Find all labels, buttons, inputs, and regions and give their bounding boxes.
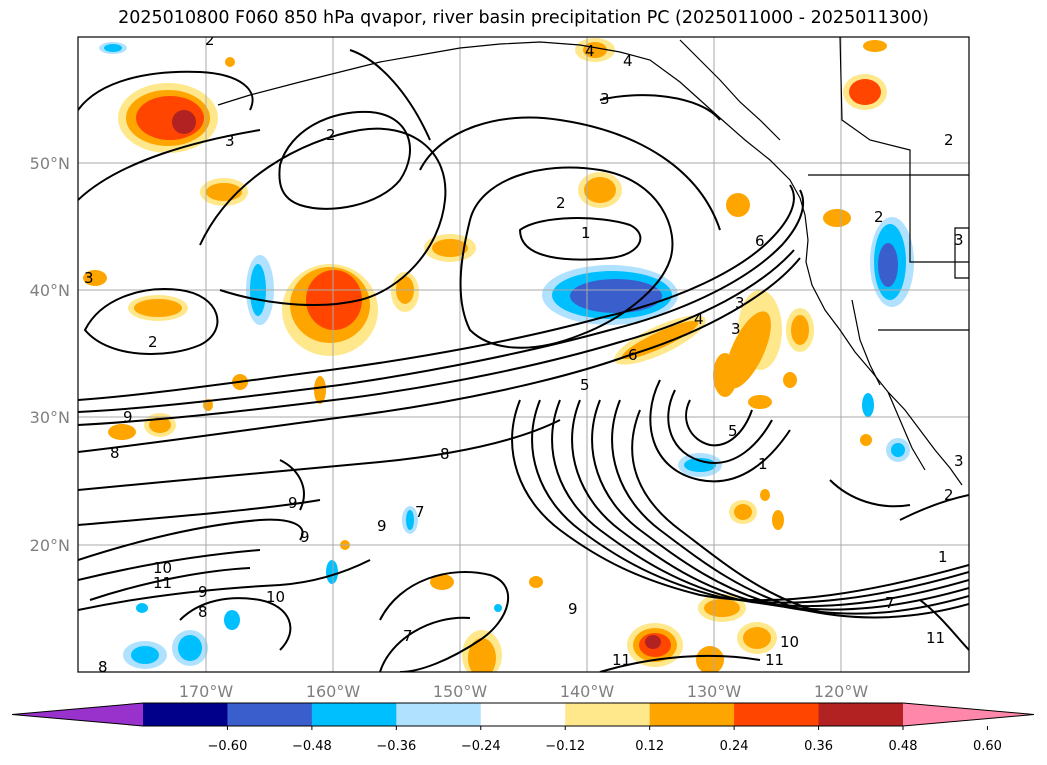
colorbar-tick-label: 0.60: [973, 739, 1002, 754]
contour-label: 7: [415, 503, 425, 521]
contour-label: 3: [600, 90, 610, 108]
lon-label: 120°W: [814, 682, 869, 701]
contour-label: 5: [728, 422, 738, 440]
contour-label: 10: [266, 588, 285, 606]
contour-label: 8: [98, 658, 108, 676]
contour-label: 2: [205, 31, 215, 49]
colorbar-box: [649, 703, 735, 726]
colorbar-tick-label: −0.48: [292, 739, 332, 754]
contour-label: 2: [148, 333, 158, 351]
colorbar-tick-label: 0.48: [889, 739, 918, 754]
colorbar-outline: [11, 702, 1035, 727]
lat-label: 30°N: [30, 408, 70, 427]
contour-label: 8: [198, 603, 208, 621]
lat-labels: 50°N 40°N 30°N 20°N: [30, 154, 70, 555]
contour-label: 6: [755, 232, 765, 250]
lat-label: 20°N: [30, 536, 70, 555]
contour-label: 11: [926, 629, 945, 647]
lon-label: 160°W: [306, 682, 361, 701]
colorbar-tick-label: −0.12: [545, 739, 585, 754]
contour-label: 9: [198, 583, 208, 601]
contour-label: 9: [123, 408, 133, 426]
map-panel: [78, 37, 969, 672]
colorbar-tick-label: 0.12: [635, 739, 664, 754]
map-title: 2025010800 F060 850 hPa qvapor, river ba…: [118, 8, 929, 28]
contour-label: 2: [944, 131, 954, 149]
colorbar-tick-label: 0.24: [720, 739, 749, 754]
colorbar-tick-label: 0.36: [804, 739, 833, 754]
colorbar-box: [311, 703, 397, 726]
contour-label: 11: [153, 574, 172, 592]
contour-label: 3: [954, 231, 964, 249]
contour-label: 3: [735, 294, 745, 312]
contour-label: 3: [225, 132, 235, 150]
contour-label: 3: [84, 269, 94, 287]
contour-label: 1: [938, 548, 948, 566]
colorbar-tick-label: −0.60: [208, 739, 248, 754]
contour-label: 3: [954, 452, 964, 470]
contour-label: 1: [758, 455, 768, 473]
contour-label: 11: [612, 651, 631, 669]
contour-label: 7: [885, 594, 895, 612]
colorbar-box: [227, 703, 313, 726]
coastlines: [217, 37, 969, 486]
precip-shading: [83, 38, 914, 672]
gridlines: [78, 37, 969, 672]
map-frame: [77, 36, 970, 673]
contour-label: 8: [110, 444, 120, 462]
contour-label: 9: [377, 517, 387, 535]
contour-label: 11: [765, 651, 784, 669]
contour-label: 2: [556, 194, 566, 212]
contour-label: 6: [628, 346, 638, 364]
colorbar-tick-label: −0.36: [376, 739, 416, 754]
contour-label: 4: [585, 42, 595, 60]
colorbar-tick-label: −0.24: [461, 739, 501, 754]
contour-label: 10: [780, 633, 799, 651]
qvapor-contours: [78, 49, 969, 672]
colorbar-box: [396, 703, 482, 726]
colorbar-box: [143, 703, 228, 726]
contour-label: 3: [731, 320, 741, 338]
colorbar-box: [480, 703, 566, 726]
contour-label: 9: [300, 528, 310, 546]
contour-label: 4: [623, 52, 633, 70]
lat-label: 50°N: [30, 154, 70, 173]
contour-label: 1: [581, 224, 591, 242]
contour-label: 9: [568, 600, 578, 618]
colorbar-box: [818, 703, 904, 726]
contour-label: 8: [440, 445, 450, 463]
lon-label: 150°W: [433, 682, 488, 701]
contour-label: 2: [944, 486, 954, 504]
colorbar-extend-low: [12, 703, 143, 726]
lon-label: 170°W: [179, 682, 234, 701]
colorbar-box: [734, 703, 820, 726]
lon-label: 140°W: [560, 682, 615, 701]
colorbar-extend-high: [903, 703, 1034, 726]
lat-label: 40°N: [30, 281, 70, 300]
colorbar: −0.60 −0.48 −0.36 −0.24 −0.12 0.12 0.24 0.36 0.4…: [11, 702, 1035, 754]
contour-label: 7: [403, 627, 413, 645]
contour-labels: 2 4 4 3 3 2 2 2 1 6 3 5 5 6 4 3 2 9 8 9 …: [84, 31, 964, 676]
colorbar-box: [565, 703, 651, 726]
lon-labels: 170°W 160°W 150°W 140°W 130°W 120°W: [179, 682, 869, 701]
contour-label: 2: [874, 208, 884, 226]
contour-label: 2: [326, 126, 336, 144]
contour-label: 4: [694, 310, 704, 328]
contour-label: 10: [153, 559, 172, 577]
lon-label: 130°W: [687, 682, 742, 701]
contour-label: 5: [580, 376, 590, 394]
contour-label: 9: [288, 494, 298, 512]
